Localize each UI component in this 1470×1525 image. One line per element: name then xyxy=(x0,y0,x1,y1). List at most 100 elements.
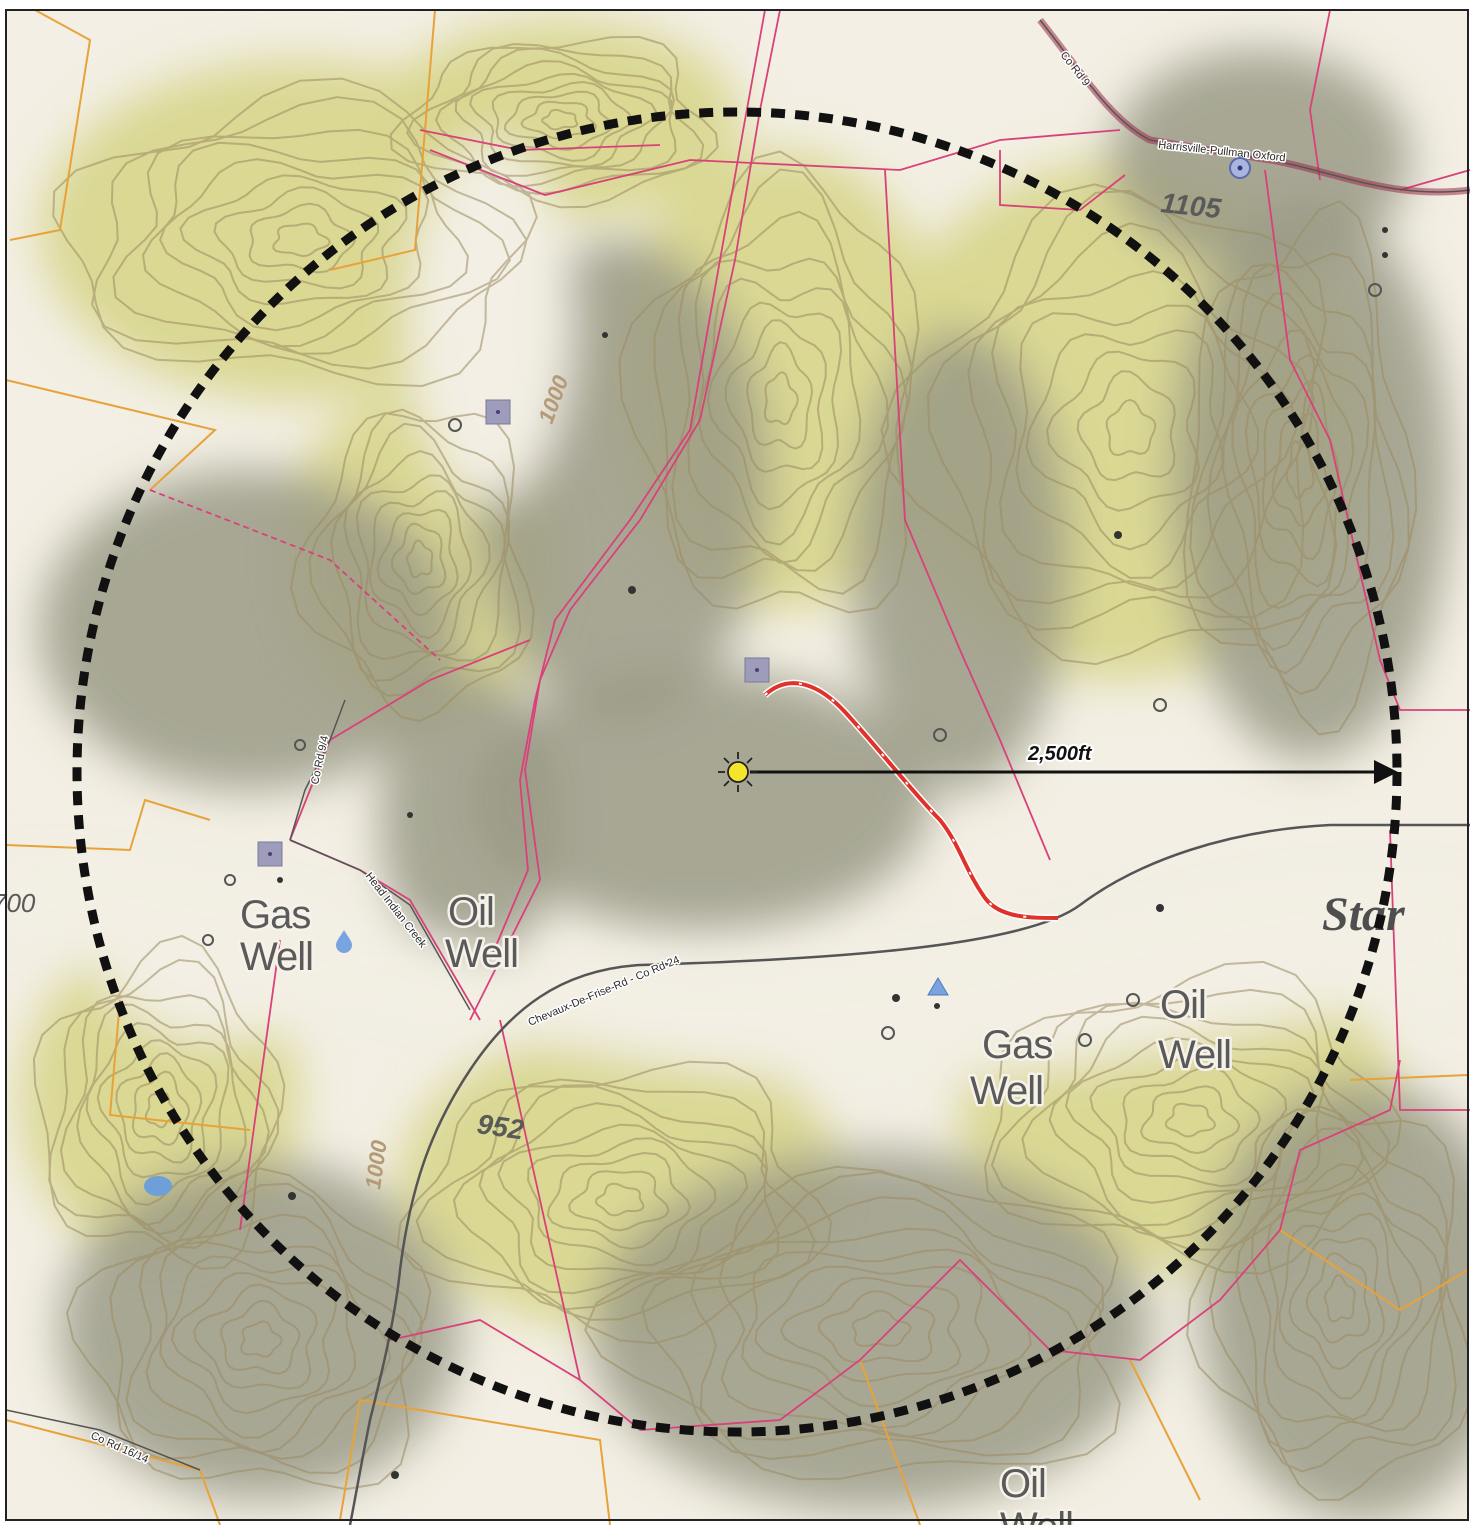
contour-line xyxy=(213,186,379,290)
contour-line xyxy=(779,1276,962,1383)
well-circle xyxy=(881,1026,895,1040)
contour-line xyxy=(546,1151,692,1250)
road-chevaux-de-frise[interactable] xyxy=(348,823,1470,1525)
contour-line xyxy=(967,222,1315,605)
parcel-line xyxy=(1389,829,1470,1111)
contour-line xyxy=(406,539,434,579)
label-gas-well-left-2: Well xyxy=(240,935,313,979)
radius-arrow: 2,500ft xyxy=(750,741,1398,784)
well-circle xyxy=(1368,283,1382,297)
map-frame-border xyxy=(5,9,1469,1521)
contour-line xyxy=(527,1137,717,1267)
contour-line xyxy=(724,319,827,473)
contour-line xyxy=(170,1272,338,1415)
contour-line xyxy=(1271,412,1328,528)
road-co-rd-9-4[interactable] xyxy=(289,699,346,841)
boundary-line xyxy=(5,798,211,852)
well-dot xyxy=(407,812,413,818)
contour-line xyxy=(746,341,814,450)
label-oil-well-bottom: Oil xyxy=(1000,1462,1046,1506)
well-circle xyxy=(294,739,306,751)
boundary-line xyxy=(859,1359,921,1525)
pond xyxy=(144,1176,172,1196)
contour-line xyxy=(90,96,528,370)
contour-line xyxy=(452,1084,780,1311)
contour-line xyxy=(1261,379,1340,561)
well-dot xyxy=(602,332,608,338)
well-dot xyxy=(934,1003,940,1009)
contour-line xyxy=(503,90,614,151)
contour-line xyxy=(1250,1163,1443,1426)
contour-line xyxy=(653,168,913,595)
contour-line xyxy=(368,490,472,640)
contour-line xyxy=(1305,1251,1371,1344)
contour-line xyxy=(1235,1127,1450,1453)
contour-line xyxy=(1139,1085,1241,1155)
contour-line xyxy=(1186,1108,1468,1501)
contour-line xyxy=(718,1227,1079,1438)
label-oil-well-mid-2: Well xyxy=(445,932,518,976)
well-dot xyxy=(1382,227,1388,233)
elevation-top: 1105 xyxy=(1159,187,1223,224)
contour-line xyxy=(193,1283,318,1390)
contour-line xyxy=(240,1320,283,1358)
well-circle xyxy=(1078,1033,1092,1047)
well-dot xyxy=(755,668,759,672)
contour-line xyxy=(220,1299,301,1375)
road-head-indian-creek[interactable] xyxy=(289,839,471,1011)
sun-icon[interactable] xyxy=(718,752,758,792)
well-circle xyxy=(224,874,236,886)
contour-line xyxy=(568,1170,670,1232)
parcel-line xyxy=(1279,1059,1401,1231)
contour-line xyxy=(159,158,430,332)
contour-line xyxy=(248,202,357,274)
parcel-line xyxy=(429,129,1121,196)
slope-area xyxy=(60,1160,460,1500)
parcel-line xyxy=(999,150,1126,211)
radius-label: 2,500ft xyxy=(1027,743,1093,765)
square-well-icon[interactable] xyxy=(485,399,511,425)
sun-ray xyxy=(723,757,730,764)
contour-line xyxy=(540,108,579,131)
sun-ray xyxy=(746,757,753,764)
contour-line xyxy=(32,934,286,1270)
contour-line xyxy=(594,1182,645,1217)
contour-line xyxy=(454,60,673,177)
contour-line xyxy=(112,128,511,355)
contour-line xyxy=(927,189,1316,631)
road-harrisville[interactable] xyxy=(1039,19,1470,193)
parcel-line xyxy=(639,1229,1281,1431)
contour-line xyxy=(131,1070,191,1147)
contour-line xyxy=(376,508,459,617)
triangle-benchmark-icon[interactable] xyxy=(927,977,949,996)
parcel-line xyxy=(489,9,766,961)
contour-line xyxy=(851,1309,912,1347)
boundary-line xyxy=(1349,1074,1469,1081)
contour-line xyxy=(59,994,270,1236)
parcel-line xyxy=(884,169,1051,861)
road-co-rd-16-14[interactable] xyxy=(5,1409,201,1471)
pipeline-route[interactable] xyxy=(763,681,1059,920)
contour-line xyxy=(671,210,909,572)
contour-line xyxy=(687,257,889,564)
contour-line xyxy=(343,449,507,661)
contour-line xyxy=(415,1078,816,1321)
contour-line xyxy=(1244,353,1355,588)
slope-area xyxy=(590,1150,1150,1510)
well-circle xyxy=(202,934,214,946)
well-circle xyxy=(1126,993,1140,1007)
boundary-line xyxy=(1279,1229,1469,1312)
boundary-lines xyxy=(5,9,1469,1525)
contour-line xyxy=(1231,329,1370,610)
contour-line xyxy=(1089,1052,1288,1188)
water-drop-icon[interactable] xyxy=(336,930,352,953)
well-dot xyxy=(628,586,636,594)
square-well-icon[interactable] xyxy=(257,841,283,867)
contour-line xyxy=(1189,252,1410,696)
boundary-line xyxy=(329,9,436,271)
contour-line xyxy=(1208,1105,1457,1473)
square-well-icon[interactable] xyxy=(744,657,770,683)
contour-line xyxy=(396,1060,833,1345)
